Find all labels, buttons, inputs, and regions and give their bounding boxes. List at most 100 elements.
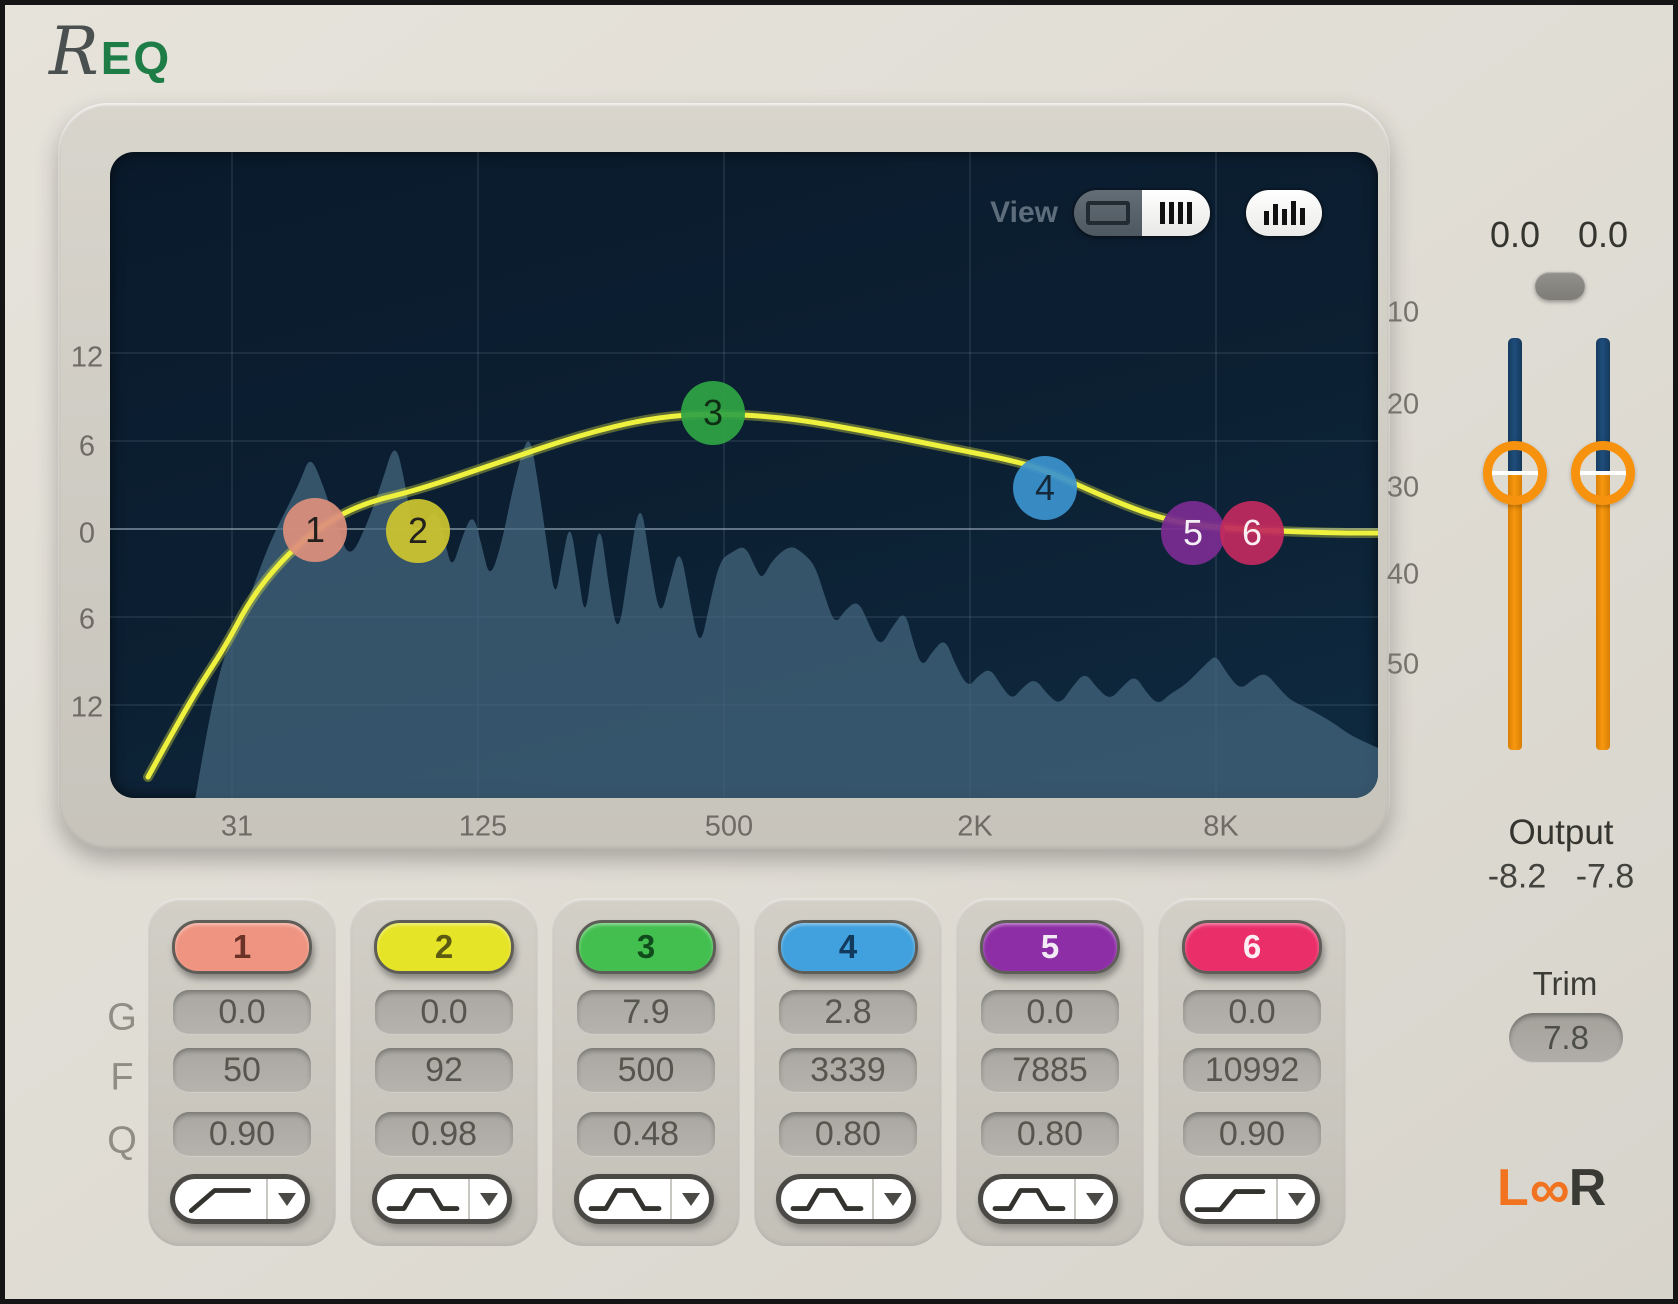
fader-track-upper[interactable] (1508, 338, 1522, 473)
trim-value: 7.8 (1543, 1019, 1589, 1056)
output-value-right: -7.8 (1575, 857, 1635, 896)
band-3-q-field[interactable]: 0.48 (577, 1112, 715, 1157)
band-enable-button-6[interactable]: 6 (1182, 920, 1322, 974)
band-marker-6[interactable]: 6 (1220, 501, 1284, 565)
freq-axis-label: 8K (1203, 810, 1239, 843)
band-strip-5: 5 0.0 7885 0.80 (956, 898, 1144, 1246)
view-mode-toggle[interactable] (1074, 190, 1210, 236)
db-axis-left-label: 0 (78, 517, 96, 550)
band-marker-3[interactable]: 3 (681, 381, 745, 445)
band-marker-4[interactable]: 4 (1013, 456, 1077, 520)
band-enable-button-5[interactable]: 5 (980, 920, 1120, 974)
db-axis-left-label: 6 (78, 603, 96, 636)
freq-axis-label: 2K (957, 810, 993, 843)
logo-eq-text: EQ (100, 32, 172, 84)
band-5-gain-field[interactable]: 0.0 (981, 990, 1119, 1035)
view-mode-bands-button[interactable] (1142, 190, 1210, 236)
band-marker-2[interactable]: 2 (386, 499, 450, 563)
fader-handle-left[interactable] (1483, 441, 1547, 505)
band-6-filter-type-selector[interactable] (1180, 1174, 1320, 1224)
band-strip-4: 4 2.8 3339 0.80 (754, 898, 942, 1246)
logo-l: L (1497, 1159, 1529, 1217)
param-view-icon (1086, 201, 1130, 225)
trim-value-field[interactable]: 7.8 (1509, 1013, 1623, 1063)
db-axis-left-label: 6 (78, 430, 96, 463)
highshelf-filter-icon (1194, 1189, 1265, 1213)
band-enable-button-2[interactable]: 2 (374, 920, 514, 974)
stereo-link-button[interactable] (1535, 272, 1585, 300)
band-marker-number: 3 (703, 392, 723, 433)
db-axis-left-label: 12 (70, 691, 104, 724)
fader-track-lower[interactable] (1508, 473, 1522, 750)
band-4-q-field[interactable]: 0.80 (779, 1112, 917, 1157)
filter-dropdown-arrow-icon (1287, 1192, 1306, 1206)
freq-row-label: F (110, 1056, 134, 1099)
fader-gain-readout-right: 0.0 (1577, 214, 1629, 255)
band-4-freq-field[interactable]: 3339 (779, 1048, 917, 1093)
band-5-filter-type-selector[interactable] (978, 1174, 1118, 1224)
fader-handle-right[interactable] (1571, 441, 1635, 505)
analyzer-toggle-button[interactable] (1246, 190, 1322, 236)
bell-filter-icon (588, 1188, 661, 1211)
gain-row-label: G (107, 996, 137, 1039)
fader-track-lower[interactable] (1596, 473, 1610, 750)
band-1-gain-field[interactable]: 0.0 (173, 990, 311, 1035)
band-marker-number: 6 (1242, 512, 1262, 553)
db-axis-right-label: 20 (1386, 388, 1420, 421)
view-label: View (990, 196, 1058, 229)
filter-dropdown-arrow-icon (277, 1192, 296, 1206)
band-5-freq-field[interactable]: 7885 (981, 1048, 1119, 1093)
band-6-freq-field[interactable]: 10992 (1183, 1048, 1321, 1093)
band-marker-number: 1 (305, 509, 325, 550)
infinity-icon: ∞ (1529, 1157, 1570, 1220)
db-axis-left-label: 12 (70, 341, 104, 374)
eq-graph[interactable]: 1 2 3 4 5 6 (110, 152, 1378, 798)
band-3-freq-field[interactable]: 500 (577, 1048, 715, 1093)
bands-view-icon (1160, 202, 1192, 224)
band-2-freq-field[interactable]: 92 (375, 1048, 513, 1093)
band-marker-number: 4 (1035, 467, 1055, 508)
freq-axis-label: 125 (458, 810, 508, 843)
band-enable-button-1[interactable]: 1 (172, 920, 312, 974)
bell-filter-icon (386, 1188, 459, 1211)
analyzer-icon (1263, 201, 1305, 225)
band-1-filter-type-selector[interactable] (170, 1174, 310, 1224)
fader-handle-tick (1580, 471, 1626, 475)
band-marker-5[interactable]: 5 (1161, 501, 1225, 565)
db-axis-right-label: 30 (1386, 471, 1420, 504)
highpass-filter-icon (188, 1188, 251, 1214)
q-row-label: Q (107, 1119, 137, 1162)
band-1-q-field[interactable]: 0.90 (173, 1112, 311, 1157)
band-3-gain-field[interactable]: 7.9 (577, 990, 715, 1035)
logo-script-r: R (49, 13, 99, 90)
output-value-left: -8.2 (1487, 857, 1547, 896)
band-6-gain-field[interactable]: 0.0 (1183, 990, 1321, 1035)
band-marker-number: 5 (1183, 512, 1203, 553)
band-3-filter-type-selector[interactable] (574, 1174, 714, 1224)
band-6-q-field[interactable]: 0.90 (1183, 1112, 1321, 1157)
filter-dropdown-arrow-icon (479, 1192, 498, 1206)
band-strip-1: 1 0.0 50 0.90 (148, 898, 336, 1246)
view-mode-param-button[interactable] (1074, 190, 1142, 236)
band-enable-button-3[interactable]: 3 (576, 920, 716, 974)
band-2-filter-type-selector[interactable] (372, 1174, 512, 1224)
band-1-freq-field[interactable]: 50 (173, 1048, 311, 1093)
logo-r: R (1568, 1159, 1607, 1217)
band-enable-button-4[interactable]: 4 (778, 920, 918, 974)
output-label: Output (1508, 813, 1614, 852)
freq-axis-label: 31 (220, 810, 254, 843)
band-marker-1[interactable]: 1 (283, 498, 347, 562)
band-5-q-field[interactable]: 0.80 (981, 1112, 1119, 1157)
band-2-gain-field[interactable]: 0.0 (375, 990, 513, 1035)
band-4-filter-type-selector[interactable] (776, 1174, 916, 1224)
band-4-gain-field[interactable]: 2.8 (779, 990, 917, 1035)
band-2-q-field[interactable]: 0.98 (375, 1112, 513, 1157)
filter-dropdown-arrow-icon (681, 1192, 700, 1206)
band-marker-number: 2 (408, 510, 428, 551)
filter-dropdown-arrow-icon (1085, 1192, 1104, 1206)
band-strip-3: 3 7.9 500 0.48 (552, 898, 740, 1246)
fader-track-upper[interactable] (1596, 338, 1610, 473)
filter-dropdown-arrow-icon (883, 1192, 902, 1206)
